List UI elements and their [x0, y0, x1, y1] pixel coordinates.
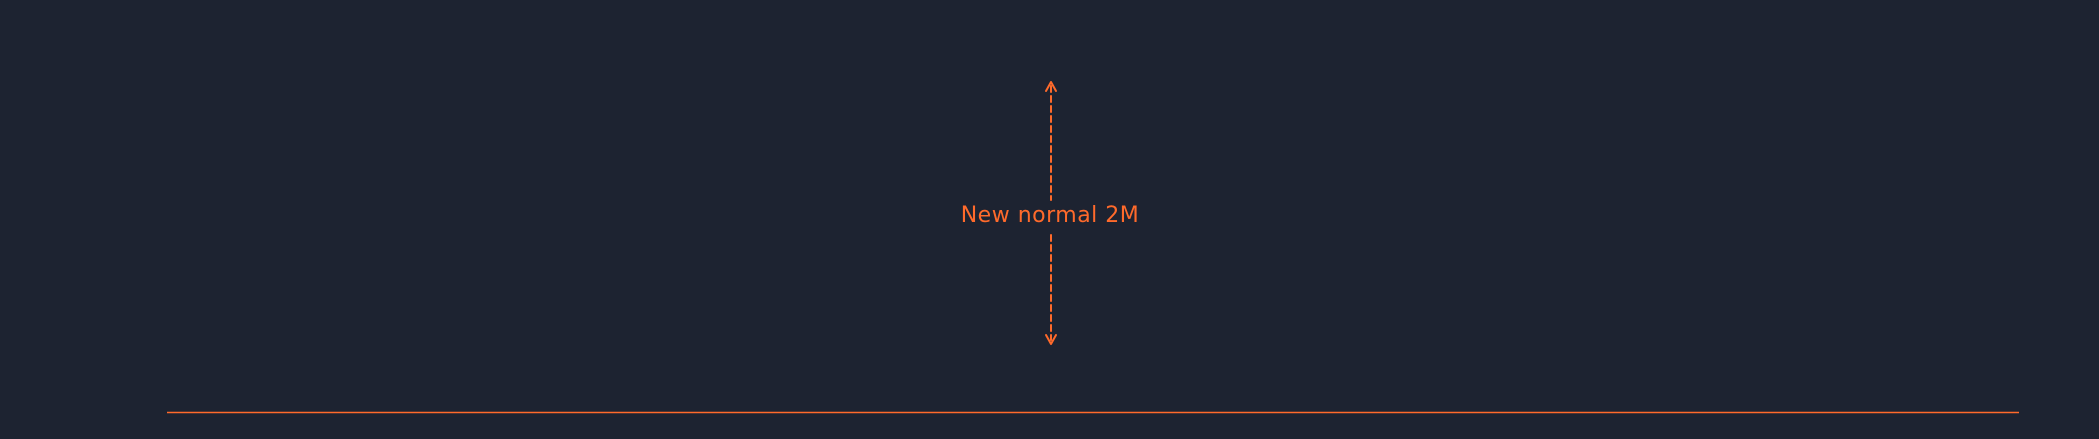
bidirectional-arrow: [1045, 81, 1057, 345]
arrow-down-head-icon: [1045, 334, 1057, 345]
annotation-label: New normal 2M: [960, 203, 1140, 228]
arrow-up-head-icon: [1045, 81, 1057, 92]
